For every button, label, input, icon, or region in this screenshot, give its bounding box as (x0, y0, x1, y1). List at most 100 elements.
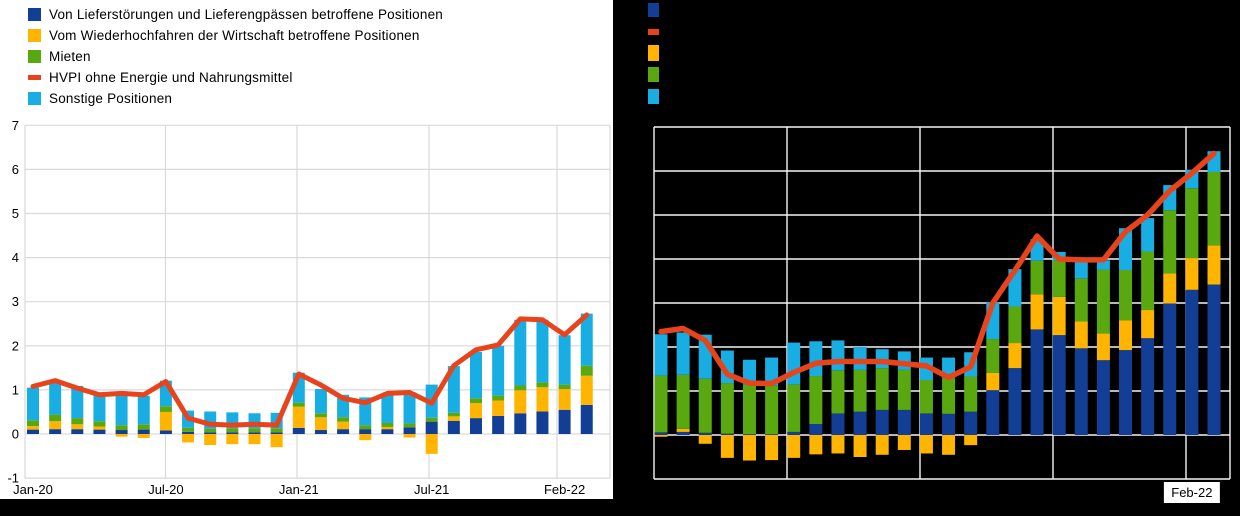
supply-disruptions-swatch (28, 8, 41, 21)
bar-segment (49, 414, 62, 422)
bar-segment (536, 411, 549, 434)
right-legend-dark-blue-swatch (648, 3, 659, 17)
bar-segment (1141, 251, 1155, 311)
bar-segment (270, 428, 283, 433)
bar-segment (1207, 245, 1221, 285)
bar-segment (964, 435, 978, 446)
bar-segment (137, 429, 150, 434)
bar-segment (27, 420, 39, 427)
bar-segment (470, 398, 482, 404)
bar-segment (1008, 306, 1022, 344)
overlay-line (658, 150, 1217, 387)
legend-label: Vom Wiederhochfahren der Wirtschaft betr… (49, 28, 420, 43)
bar-segment (558, 384, 571, 390)
x-axis-label: Jan-20 (13, 482, 53, 497)
bar-segment (403, 423, 416, 428)
bar-segment (27, 426, 39, 430)
bar-segment (514, 390, 527, 414)
x-axis-label: Jan-21 (279, 482, 319, 497)
bar-segment (897, 369, 911, 410)
bar-segment (292, 427, 305, 434)
bar-segment (654, 435, 668, 437)
bar-segment (964, 376, 978, 412)
bar-segment (314, 417, 327, 431)
bar-segment (425, 434, 438, 454)
bar-segment (1008, 343, 1022, 369)
bar-segment (425, 417, 438, 422)
bar-segment (1185, 258, 1199, 290)
right-legend-green-swatch (648, 67, 659, 82)
bar-segment (447, 416, 460, 421)
legend-item-reopening: Vom Wiederhochfahren der Wirtschaft betr… (28, 25, 443, 46)
x-axis-label: Jul-20 (148, 482, 183, 497)
bar-segment (226, 428, 239, 433)
bar-segment (676, 431, 690, 435)
bar-segment (765, 435, 779, 461)
bar-segment (1163, 303, 1177, 435)
bar-segment (93, 421, 106, 427)
bar-segment (337, 421, 350, 430)
bar-segment (492, 345, 505, 396)
bar-segment (1030, 260, 1044, 295)
bar-segment (447, 366, 460, 413)
bar-segment (742, 435, 756, 461)
bar-segment (492, 395, 505, 401)
bar-segment (1119, 270, 1133, 321)
bar-segment (720, 435, 734, 458)
bar-segment (698, 432, 712, 435)
bar-segment (159, 411, 172, 431)
left-chart-panel: 7 6 5 4 3 2 1 0 -1 Jan-20 Jul-20 Jan-21 Jul-21 Feb-22… (0, 0, 613, 499)
reopening-swatch (28, 29, 41, 42)
bar-segment (381, 429, 394, 434)
bar-segment (720, 433, 734, 435)
bar-segment (1096, 360, 1110, 435)
bar-segment (314, 430, 327, 434)
svg-text:5: 5 (12, 206, 19, 221)
bar-segment (1074, 259, 1088, 279)
bar-segment (226, 434, 239, 445)
bar-segment (337, 429, 350, 434)
bar-segment (137, 395, 150, 425)
bar-segment (1008, 368, 1022, 435)
bar-segment (204, 428, 217, 433)
bar-segment (1074, 348, 1088, 435)
legend-item-rents: Mieten (28, 46, 443, 67)
legend-label: HVPI ohne Energie und Nahrungsmittel (49, 70, 293, 85)
bar-segment (742, 384, 756, 435)
bar-segment (1119, 350, 1133, 435)
bar-segment (492, 415, 505, 434)
bar-segment (248, 428, 261, 433)
svg-text:-1: -1 (7, 471, 19, 486)
x-axis-labels: Jan-20 Jul-20 Jan-21 Jul-21 Feb-22 (13, 482, 585, 497)
bar-segment (580, 313, 593, 366)
bar-segment (1141, 310, 1155, 339)
bar-segment (137, 434, 150, 438)
bar-segment (1052, 260, 1066, 297)
bar-segment (226, 432, 239, 434)
bar-segment (875, 349, 889, 369)
bar-segment (676, 374, 690, 429)
bar-segment (1030, 294, 1044, 330)
svg-text:1: 1 (12, 382, 19, 397)
bar-segment (115, 430, 128, 434)
bar-segment (964, 411, 978, 435)
bar-segment (292, 402, 305, 407)
bar-segment (919, 380, 933, 414)
rents-swatch (28, 50, 41, 63)
bar-segment (359, 425, 372, 430)
bar-segment (49, 421, 62, 430)
bar-segment (875, 435, 889, 455)
bar-segment (536, 387, 549, 412)
bar-segment (919, 413, 933, 435)
bar-segment (1096, 260, 1110, 270)
svg-text:0: 0 (12, 427, 19, 442)
y-axis-labels: 7 6 5 4 3 2 1 0 -1 (7, 118, 19, 486)
bar-segment (1030, 329, 1044, 435)
other-positions-swatch (28, 92, 41, 105)
bar-segment (492, 400, 505, 416)
bar-segment (93, 394, 106, 422)
bar-segment (137, 424, 150, 430)
x-axis-label: Feb-22 (1171, 485, 1212, 500)
svg-text:6: 6 (12, 162, 19, 177)
